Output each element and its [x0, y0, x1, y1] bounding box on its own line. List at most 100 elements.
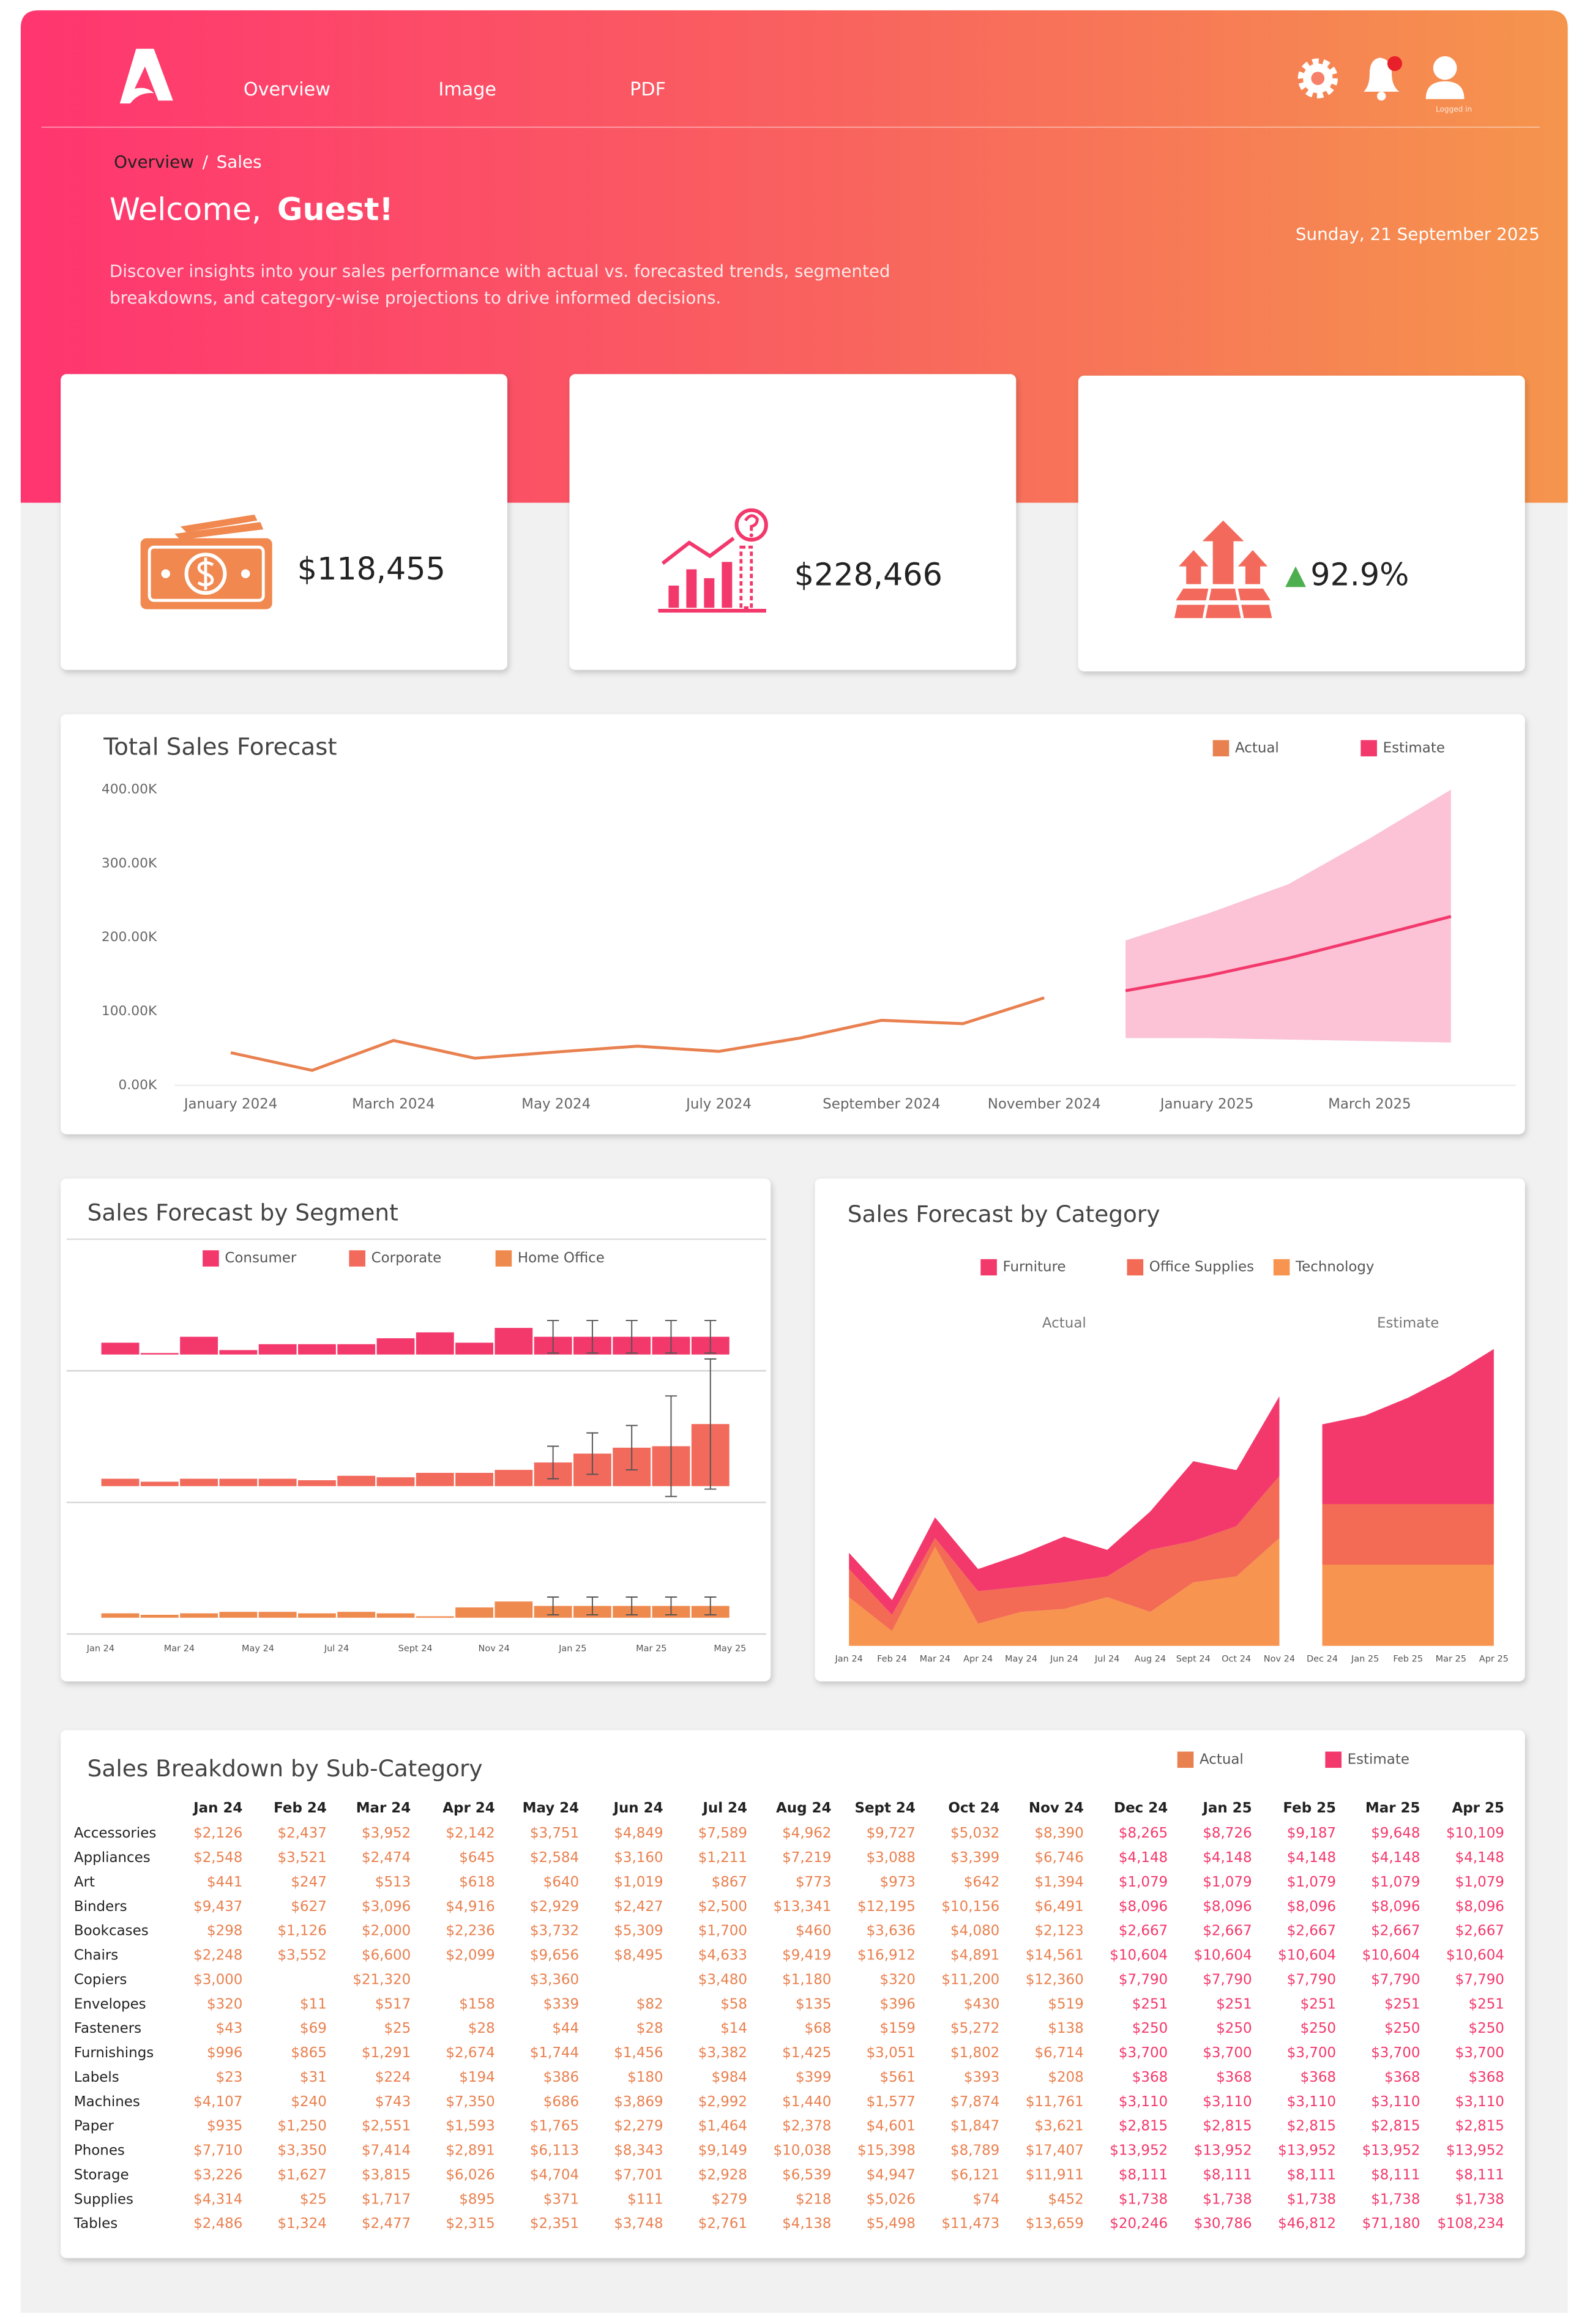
bar [219, 1478, 258, 1486]
table-cell: $12,195 [857, 1899, 916, 1915]
table-cell: $8,343 [614, 2143, 663, 2159]
column-header: Jun 24 [612, 1800, 663, 1816]
bar [258, 1478, 297, 1486]
table-cell: $8,726 [1203, 1825, 1252, 1841]
row-header: Envelopes [74, 1996, 146, 2012]
nav-link[interactable]: Image [438, 79, 496, 100]
kpi-card [1078, 375, 1525, 672]
table-cell: $218 [796, 2191, 831, 2207]
table-cell: $8,111 [1119, 2167, 1168, 2183]
table-cell: $8,789 [950, 2143, 999, 2159]
legend-label: Actual [1235, 740, 1279, 756]
x-tick-label: March 2025 [1328, 1097, 1411, 1112]
x-tick-label: March 2024 [352, 1097, 435, 1112]
table-cell: $250 [1469, 2020, 1504, 2036]
table-cell: $441 [207, 1874, 242, 1890]
table-cell: $6,121 [950, 2167, 999, 2183]
table-cell: $44 [552, 2020, 579, 2036]
table-cell: $8,096 [1371, 1899, 1420, 1915]
table-cell: $1,126 [278, 1923, 327, 1939]
error-bar [625, 1320, 638, 1354]
x-tick-label: May 2024 [521, 1097, 591, 1112]
table-cell: $8,096 [1203, 1899, 1252, 1915]
table-cell: $13,952 [1278, 2143, 1336, 2159]
table-title: Sales Breakdown by Sub-Category [88, 1755, 483, 1782]
table-cell: $4,849 [614, 1825, 663, 1841]
table-cell: $2,667 [1203, 1923, 1252, 1939]
x-tick-label: November 2024 [988, 1097, 1101, 1112]
table-cell: $3,088 [867, 1850, 916, 1866]
table-cell: $4,704 [530, 2167, 579, 2183]
table-cell: $28 [468, 2020, 495, 2036]
error-bar [704, 1596, 717, 1615]
table-cell: $13,952 [1362, 2143, 1420, 2159]
column-header: Mar 25 [1365, 1800, 1420, 1816]
panel-title: Actual [1042, 1315, 1086, 1331]
table-cell: $3,751 [530, 1825, 579, 1841]
breadcrumb-parent[interactable]: Overview [114, 152, 194, 172]
table-cell: $43 [216, 2020, 243, 2036]
bar [495, 1601, 533, 1618]
table-cell: $743 [375, 2094, 411, 2110]
table-cell: $5,272 [950, 2020, 999, 2036]
table-cell: $3,700 [1203, 2045, 1252, 2061]
user-icon[interactable] [1425, 56, 1465, 99]
column-header: Jan 25 [1201, 1800, 1252, 1816]
table-cell: $4,107 [193, 2094, 242, 2110]
table-cell: $4,916 [446, 1899, 495, 1915]
table-cell: $386 [543, 2069, 579, 2085]
settings-icon[interactable] [1297, 58, 1338, 99]
x-tick-label: Jan 25 [1351, 1654, 1379, 1664]
table-cell: $11 [300, 1996, 327, 2012]
table-cell: $247 [291, 1874, 326, 1890]
table-cell: $895 [459, 2191, 495, 2207]
nav-link[interactable]: Overview [244, 79, 330, 100]
table-cell: $867 [712, 1874, 747, 1890]
x-tick-label: Mar 24 [164, 1644, 195, 1654]
table-cell: $2,000 [362, 1923, 411, 1939]
login-status: Logged in [1436, 105, 1472, 113]
table-cell: $8,096 [1287, 1899, 1336, 1915]
logo[interactable] [119, 48, 173, 104]
description: Discover insights into your sales perfor… [110, 261, 890, 281]
table-cell: $2,474 [362, 1850, 411, 1866]
bar [337, 1344, 376, 1355]
table-cell: $2,815 [1119, 2118, 1168, 2134]
table-cell: $3,110 [1119, 2094, 1168, 2110]
row-header: Storage [74, 2167, 129, 2183]
table-cell: $8,265 [1119, 1825, 1168, 1841]
date: Sunday, 21 September 2025 [1296, 224, 1540, 244]
table-cell: $108,234 [1437, 2216, 1504, 2232]
table-cell: $3,226 [193, 2167, 242, 2183]
bar [219, 1350, 258, 1355]
table-cell: $3,096 [362, 1899, 411, 1915]
legend-label: Actual [1200, 1751, 1244, 1767]
table-cell: $11,473 [941, 2216, 999, 2232]
table-cell: $9,727 [867, 1825, 916, 1841]
column-header: Aug 24 [776, 1800, 831, 1816]
x-tick-label: Dec 24 [1307, 1654, 1338, 1664]
table-cell: $3,360 [530, 1972, 579, 1987]
row-header: Binders [74, 1899, 127, 1915]
table-cell: $2,351 [530, 2216, 579, 2232]
table-cell: $224 [375, 2069, 411, 2085]
column-header: May 24 [523, 1800, 579, 1816]
nav-link[interactable]: PDF [630, 79, 666, 100]
chart-title: Sales Forecast by Segment [88, 1199, 398, 1226]
table-cell: $71,180 [1362, 2216, 1420, 2232]
table-cell: $3,399 [950, 1850, 999, 1866]
error-bar [547, 1320, 559, 1354]
error-bar [547, 1445, 559, 1480]
table-cell: $1,717 [362, 2191, 411, 2207]
table-cell: $645 [459, 1850, 495, 1866]
chart-card [61, 1179, 771, 1682]
row-header: Bookcases [74, 1923, 149, 1939]
notification-icon[interactable] [1364, 56, 1403, 101]
breadcrumb: Overview / Sales [114, 152, 261, 172]
bar [298, 1344, 336, 1355]
table-cell: $2,548 [193, 1850, 242, 1866]
growth-icon [1174, 520, 1272, 619]
table-cell: $7,701 [614, 2167, 663, 2183]
x-tick-label: Jul 24 [1094, 1654, 1120, 1664]
legend-label: Home Office [518, 1250, 605, 1266]
